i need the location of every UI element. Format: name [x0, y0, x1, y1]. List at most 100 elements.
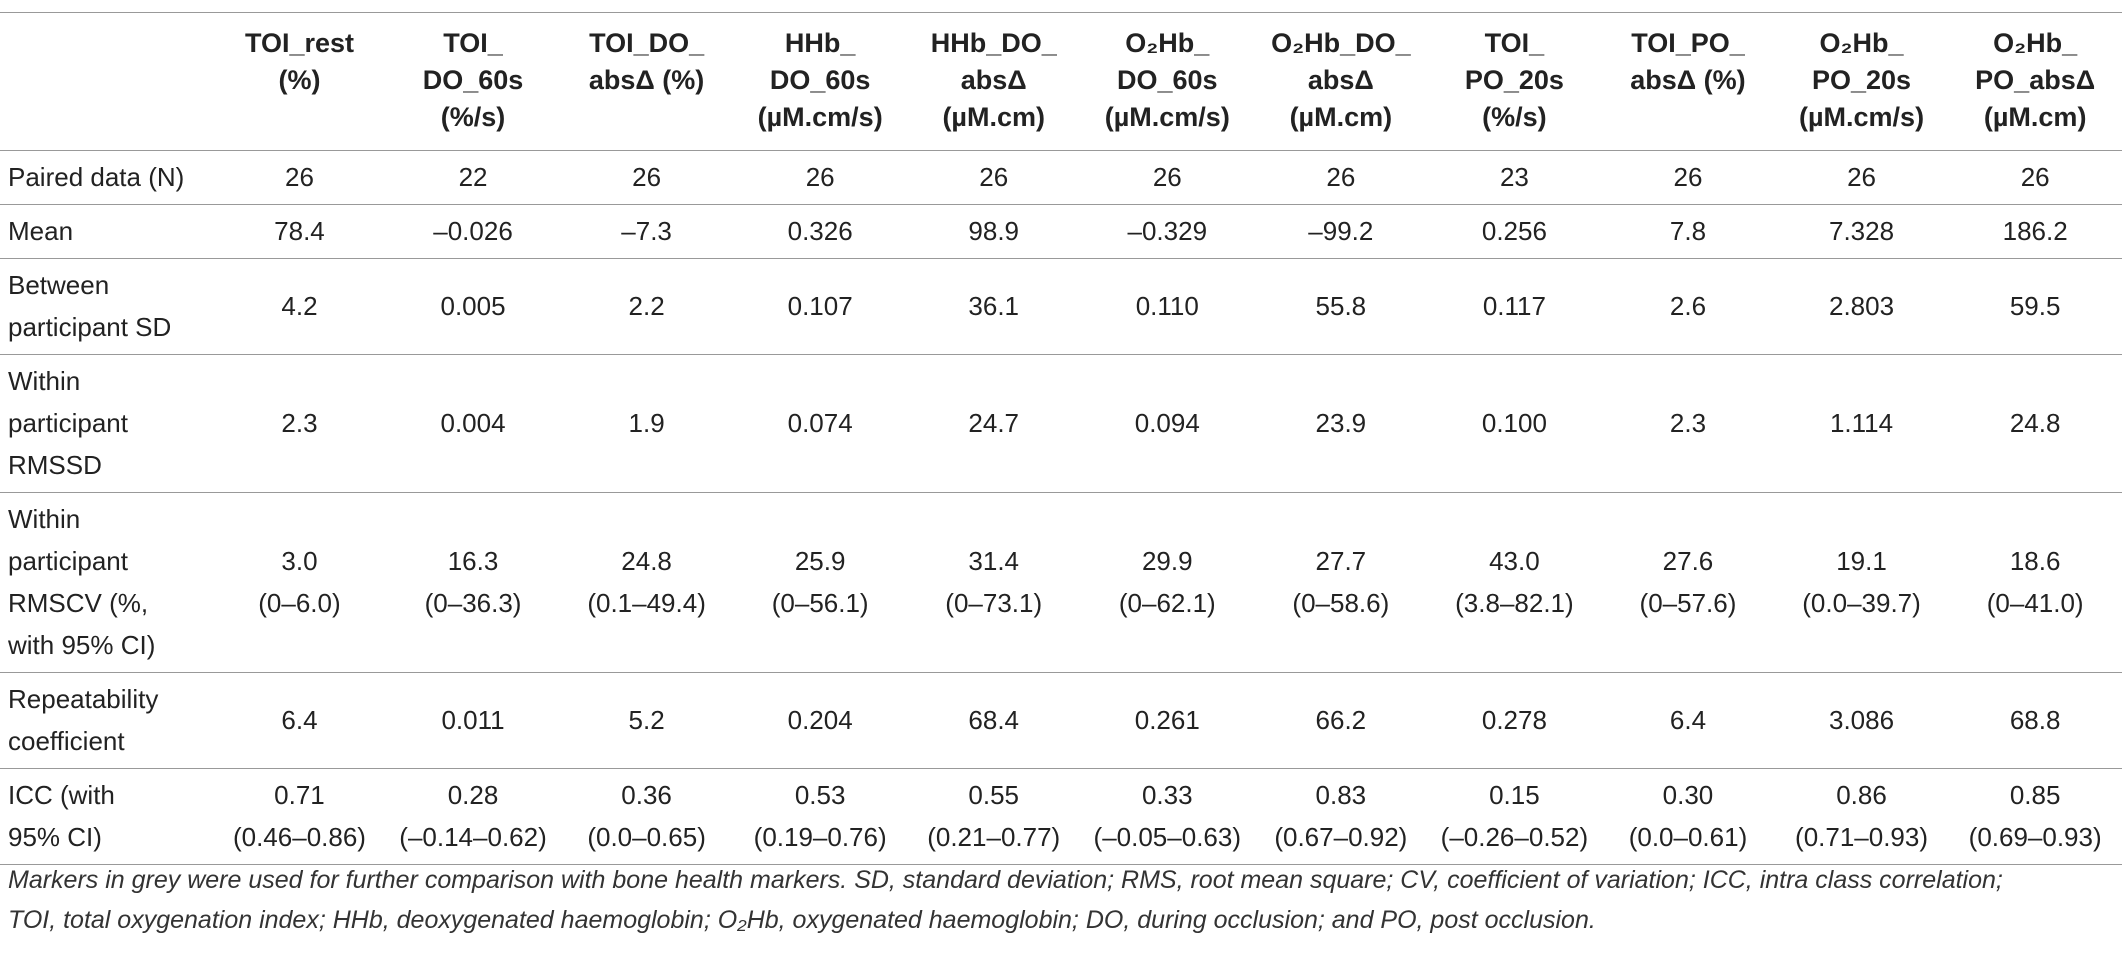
row-label-line: with 95% CI) — [8, 630, 156, 660]
table-cell: 0.15 (–0.26–0.52) — [1428, 769, 1602, 865]
column-header-line: TOI_ — [1484, 28, 1545, 58]
cell-value: –0.329 — [1127, 216, 1208, 246]
column-header-line: (µM.cm/s) — [1104, 102, 1230, 132]
column-header: O₂Hb_DO_ absΔ (µM.cm) — [1254, 13, 1428, 151]
cell-value: 0.326 — [787, 216, 853, 246]
cell-value: 0.33 — [1141, 780, 1193, 810]
column-header-line: PO_20s — [1464, 65, 1564, 95]
table-cell: 0.100 — [1428, 355, 1602, 493]
table-cell: 0.28 (–0.14–0.62) — [386, 769, 560, 865]
table-cell: 68.8 — [1948, 673, 2122, 769]
cell-value: 19.1 — [1836, 546, 1887, 576]
cell-value: 7.8 — [1669, 216, 1707, 246]
column-header-line: TOI_DO_ — [589, 28, 705, 58]
table-cell: 0.278 — [1428, 673, 1602, 769]
cell-value: 26 — [1673, 162, 1703, 192]
cell-value: 0.278 — [1481, 705, 1547, 735]
column-header-line: HHb_ — [784, 28, 856, 58]
cell-value: 2.3 — [1669, 408, 1707, 438]
cell-value: 26 — [805, 162, 835, 192]
footnote-line-1: Markers in grey were used for further co… — [8, 866, 2003, 894]
cell-value: 18.6 — [2009, 546, 2061, 576]
row-label-line: ICC (with — [8, 780, 115, 810]
cell-value: 26 — [2020, 162, 2050, 192]
cell-value: 66.2 — [1315, 705, 1367, 735]
cell-value: 36.1 — [968, 291, 1020, 321]
row-label-line: Within — [8, 504, 81, 534]
cell-interval: (–0.05–0.63) — [1093, 822, 1241, 852]
table-cell: 2.803 — [1775, 259, 1949, 355]
cell-value: 0.85 — [2009, 780, 2061, 810]
cell-value: 4.2 — [281, 291, 318, 321]
table-cell: 0.094 — [1081, 355, 1255, 493]
table-cell: 23 — [1428, 151, 1602, 205]
column-header-line: (µM.cm) — [942, 102, 1045, 132]
column-header-line: TOI_ — [443, 28, 503, 58]
cell-interval: (0–57.6) — [1639, 588, 1737, 618]
table-cell: 0.204 — [733, 673, 907, 769]
cell-value: 0.117 — [1482, 291, 1546, 321]
cell-value: 0.15 — [1489, 780, 1540, 810]
table-cell: 26 — [733, 151, 907, 205]
column-header-line: (%/s) — [1482, 102, 1547, 132]
column-header-line: O₂Hb_ — [1819, 28, 1904, 58]
cell-value: 43.0 — [1489, 546, 1540, 576]
cell-value: 29.9 — [1141, 546, 1193, 576]
cell-value: 16.3 — [447, 546, 499, 576]
cell-interval: (0.21–0.77) — [927, 822, 1061, 852]
table-cell: 0.107 — [733, 259, 907, 355]
cell-interval: (0.1–49.4) — [587, 588, 706, 618]
table-cell: –0.026 — [386, 205, 560, 259]
table-cell: 2.3 — [213, 355, 387, 493]
table-cell: 3.0 (0–6.0) — [213, 493, 387, 673]
column-header-line: (%/s) — [440, 102, 506, 132]
cell-value: 0.36 — [621, 780, 672, 810]
table-cell: 26 — [1948, 151, 2122, 205]
row-label: Mean — [0, 205, 213, 259]
cell-value: 0.30 — [1662, 780, 1714, 810]
row-label: Within participant RMSSD — [0, 355, 213, 493]
cell-value: 1.114 — [1829, 408, 1894, 438]
cell-interval: (3.8–82.1) — [1455, 588, 1574, 618]
table-cell: 0.86 (0.71–0.93) — [1775, 769, 1949, 865]
cell-value: 2.2 — [628, 291, 665, 321]
column-header: O₂Hb_ PO_absΔ (µM.cm) — [1948, 13, 2122, 151]
cell-value: 5.2 — [628, 705, 665, 735]
header-row: TOI_rest (%) TOI_ DO_60s (%/s) TOI_DO_ absΔ (%… — [0, 12, 2122, 151]
cell-value: 22 — [458, 162, 488, 192]
row-label-line: participant — [8, 546, 128, 576]
column-header-line: (µM.cm) — [1289, 102, 1393, 132]
cell-value: 0.28 — [447, 780, 499, 810]
column-header-line: DO_60s — [422, 65, 524, 95]
cell-value: 3.086 — [1828, 705, 1895, 735]
cell-value: 0.204 — [787, 705, 853, 735]
row-label: ICC (with 95% CI) — [0, 769, 213, 865]
cell-value: 27.7 — [1315, 546, 1367, 576]
table-cell: 24.8 — [1948, 355, 2122, 493]
table-row: Within participant RMSSD 2.3 0.004 1.9 0.074 24… — [0, 355, 2122, 493]
table-cell: 26 — [1081, 151, 1255, 205]
table-cell: 7.8 — [1601, 205, 1775, 259]
table-cell: 23.9 — [1254, 355, 1428, 493]
table-cell: 5.2 — [560, 673, 734, 769]
table-row: Within participant RMSCV (%, with 95% CI) 3.… — [0, 493, 2122, 673]
cell-value: 0.107 — [787, 291, 853, 321]
cell-value: 98.9 — [968, 216, 1020, 246]
cell-value: 3.0 — [281, 546, 318, 576]
cell-value: 0.86 — [1836, 780, 1887, 810]
cell-interval: (0.69–0.93) — [1968, 822, 2102, 852]
table-cell: 1.9 — [560, 355, 734, 493]
cell-value: 0.004 — [440, 408, 506, 438]
cell-value: 0.110 — [1135, 291, 1199, 321]
column-header-line: absΔ (%) — [1630, 65, 1746, 95]
cell-value: 2.3 — [281, 408, 318, 438]
column-header-line: absΔ — [960, 65, 1027, 95]
cell-interval: (0–56.1) — [771, 588, 869, 618]
table-cell: 22 — [386, 151, 560, 205]
column-header: O₂Hb_ DO_60s (µM.cm/s) — [1081, 13, 1255, 151]
cell-value: 0.005 — [440, 291, 506, 321]
table-cell: –99.2 — [1254, 205, 1428, 259]
cell-value: 24.8 — [621, 546, 672, 576]
cell-value: 26 — [632, 162, 662, 192]
row-label-line: participant SD — [8, 312, 172, 342]
